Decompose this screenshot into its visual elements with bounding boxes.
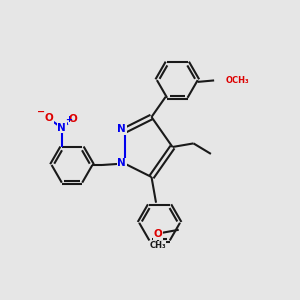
Text: O: O — [45, 113, 54, 123]
Text: N: N — [117, 158, 126, 169]
Text: +: + — [65, 115, 72, 124]
Text: OCH₃: OCH₃ — [226, 76, 249, 85]
Text: CH₃: CH₃ — [149, 241, 166, 250]
Text: N: N — [57, 123, 66, 133]
Text: O: O — [69, 114, 78, 124]
Text: N: N — [117, 124, 126, 134]
Text: O: O — [153, 229, 162, 239]
Text: −: − — [37, 107, 45, 117]
